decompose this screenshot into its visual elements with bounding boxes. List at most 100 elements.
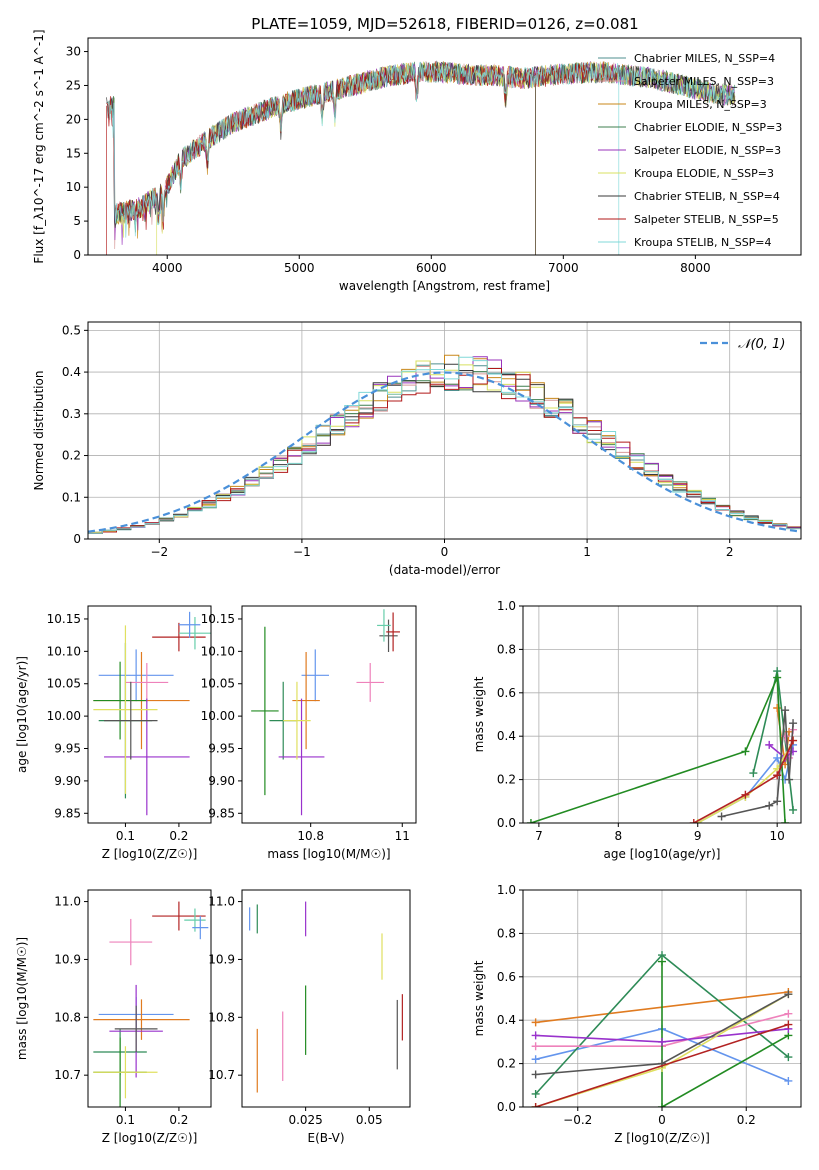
data-point	[98, 649, 174, 702]
weight-marker	[765, 740, 774, 749]
gaussian-curve	[88, 371, 801, 533]
y-axis-label: mass [log10(M/M☉)]	[15, 937, 29, 1060]
y-axis-label: mass weight	[472, 960, 486, 1036]
plot-area	[249, 901, 403, 1093]
data-point	[356, 663, 384, 702]
x-tick-label: 0.1	[116, 1113, 135, 1127]
weight-marker	[658, 1103, 666, 1107]
y-tick-label: 0.0	[497, 816, 516, 830]
y-tick-label: 0.4	[497, 1013, 516, 1027]
y-tick-label: 10.05	[47, 677, 81, 691]
legend-entry: Kroupa MILES, N_SSP=3	[634, 98, 767, 111]
weight-line	[697, 740, 794, 823]
x-tick-label: −1	[293, 545, 311, 559]
x-tick-label: 0.2	[169, 829, 188, 843]
y-tick-label: 30	[66, 45, 81, 59]
y-tick-label: 0.8	[497, 642, 516, 656]
weight-line	[535, 1023, 789, 1107]
weight-marker	[773, 753, 782, 762]
x-tick-label: −2	[150, 545, 168, 559]
y-tick-label: 0.6	[497, 686, 516, 700]
x-tick-label: 1	[583, 545, 591, 559]
axes-frame	[87, 37, 802, 256]
weight-marker	[531, 1070, 540, 1079]
y-tick-label: 10.7	[208, 1068, 235, 1082]
x-tick-label: 0.025	[288, 1113, 322, 1127]
x-tick-label: 2	[726, 545, 734, 559]
y-tick-label: 1.0	[497, 883, 516, 897]
x-tick-label: 10	[770, 829, 785, 843]
y-tick-label: 25	[66, 78, 81, 92]
x-tick-label: −0.2	[563, 1113, 592, 1127]
x-tick-label: 0.2	[737, 1113, 756, 1127]
y-tick-label: 20	[66, 112, 81, 126]
figure-title: PLATE=1059, MJD=52618, FIBERID=0126, z=0…	[251, 15, 638, 33]
x-axis-label: age [log10(age/yr)]	[604, 847, 721, 861]
y-tick-label: 0.1	[62, 490, 81, 504]
x-tick-label: 0.05	[356, 1113, 383, 1127]
y-tick-label: 9.95	[54, 742, 81, 756]
x-tick-label: 0.1	[116, 829, 135, 843]
weight-marker	[773, 771, 782, 780]
legend-entry: Kroupa ELODIE, N_SSP=3	[634, 167, 774, 180]
axes-frame	[241, 889, 411, 1108]
plot-area	[526, 667, 798, 823]
y-tick-label: 10.9	[54, 952, 81, 966]
data-point	[125, 663, 169, 702]
weight-line	[530, 677, 786, 823]
data-point	[386, 612, 400, 652]
y-tick-label: 0.2	[62, 449, 81, 463]
weight-marker	[784, 1009, 793, 1018]
x-axis-label: mass [log10(M/M☉)]	[267, 847, 390, 861]
weight-marker	[531, 1031, 540, 1040]
weight-marker	[531, 1018, 540, 1027]
histogram	[88, 356, 801, 534]
data-point	[178, 617, 211, 650]
data-point	[104, 698, 190, 816]
panel-weight-vs-age: 7 8 9 10 0.0 0.2 0.4 0.6 0.8 1.0 age [log10(age/yr…	[472, 599, 802, 861]
plot-area	[531, 951, 793, 1107]
weight-marker	[785, 775, 794, 784]
axes-frame	[87, 605, 212, 824]
y-tick-label: 0	[73, 248, 81, 262]
weight-marker	[658, 957, 666, 966]
weight-marker	[658, 1037, 666, 1046]
plot-area	[106, 60, 736, 255]
x-tick-label: 8000	[680, 261, 711, 275]
weight-marker	[781, 706, 790, 715]
y-tick-label: 15	[66, 146, 81, 160]
x-axis-label: Z [log10(Z/Z☉)]	[102, 1131, 198, 1145]
data-point	[93, 1046, 158, 1099]
panel-spectrum: 4000 5000 6000 7000 8000 0 5 10 15 20 25 30 waveleng…	[32, 29, 802, 293]
y-tick-label: 5	[73, 214, 81, 228]
data-point	[251, 626, 279, 796]
x-tick-label: 7	[535, 829, 543, 843]
plot-area	[251, 609, 400, 816]
weight-marker	[531, 1103, 540, 1107]
legend: Chabrier MILES, N_SSP=4 Salpeter MILES, N…	[598, 52, 782, 249]
weight-marker	[789, 719, 798, 728]
x-tick-label: 11	[395, 829, 410, 843]
data-point	[93, 999, 190, 1040]
y-tick-label: 9.95	[208, 742, 235, 756]
weight-marker	[773, 703, 782, 712]
plot-area	[93, 901, 209, 1107]
axes-frame	[522, 605, 802, 824]
weight-marker	[784, 1020, 793, 1029]
weight-marker	[773, 797, 782, 806]
data-point	[93, 661, 147, 740]
data-point	[104, 681, 158, 760]
y-tick-label: 0.6	[497, 970, 516, 984]
y-tick-label: 9.90	[208, 774, 235, 788]
data-point	[278, 698, 325, 816]
legend-entry: Kroupa STELIB, N_SSP=4	[634, 236, 772, 249]
weight-marker	[531, 1042, 540, 1051]
y-tick-label: 10.00	[201, 709, 235, 723]
y-tick-label: 0.4	[62, 365, 81, 379]
x-axis-label: Z [log10(Z/Z☉)]	[102, 847, 198, 861]
data-point	[93, 625, 158, 794]
legend-entry: Salpeter ELODIE, N_SSP=3	[634, 144, 781, 157]
weight-line	[693, 740, 794, 823]
x-tick-label: 5000	[284, 261, 315, 275]
